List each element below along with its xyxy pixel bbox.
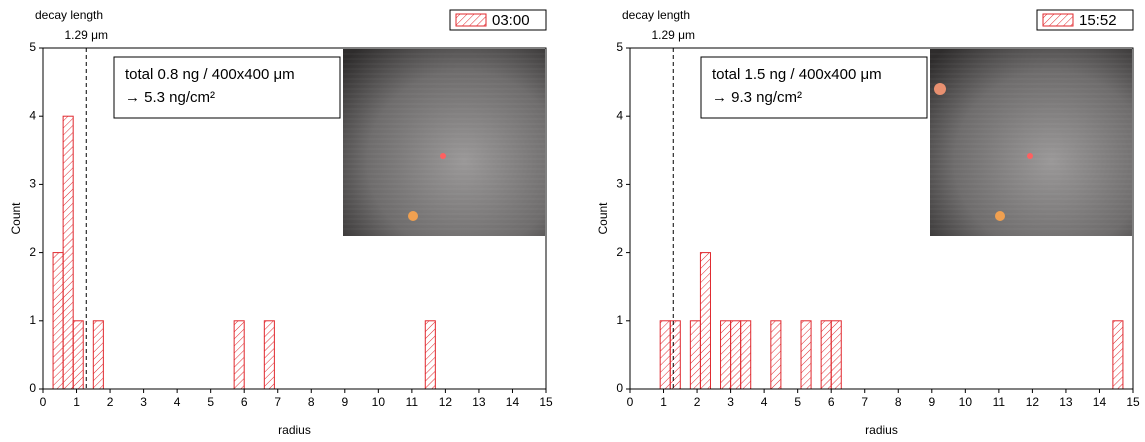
x-tick-label: 4 <box>761 395 768 409</box>
bar <box>820 320 832 390</box>
bar <box>770 320 782 390</box>
bar <box>720 320 732 390</box>
bar <box>92 320 104 390</box>
inset-image <box>343 49 545 236</box>
annotation-text: → 5.3 ng/cm² <box>125 89 215 106</box>
x-tick-label: 2 <box>107 395 114 409</box>
particle <box>440 153 446 159</box>
x-tick-label: 15 <box>1126 395 1140 409</box>
x-tick-label: 1 <box>660 395 667 409</box>
bar <box>669 320 681 390</box>
bar <box>830 320 842 390</box>
bar <box>62 115 74 390</box>
y-tick-label: 0 <box>29 381 36 395</box>
x-tick-label: 5 <box>207 395 214 409</box>
legend-label: 03:00 <box>492 12 530 29</box>
x-tick-label: 15 <box>539 395 553 409</box>
particle <box>995 211 1005 221</box>
y-axis-label: Count <box>9 202 23 235</box>
plot-frame <box>42 47 547 390</box>
x-tick-label: 10 <box>372 395 386 409</box>
bar <box>263 320 275 390</box>
y-tick-label: 4 <box>616 108 623 122</box>
bar <box>72 320 84 390</box>
x-tick-label: 0 <box>40 395 47 409</box>
x-tick-label: 2 <box>694 395 701 409</box>
decay-title: decay length <box>35 8 103 22</box>
bar <box>740 320 752 390</box>
bar <box>233 320 245 390</box>
x-tick-label: 3 <box>727 395 734 409</box>
x-tick-label: 3 <box>140 395 147 409</box>
particle <box>408 211 418 221</box>
x-tick-label: 7 <box>274 395 281 409</box>
annotation-text: → 9.3 ng/cm² <box>712 89 802 106</box>
x-tick-label: 5 <box>794 395 801 409</box>
annotation-text: total 0.8 ng / 400x400 μm <box>125 66 295 83</box>
x-tick-label: 9 <box>928 395 935 409</box>
particle <box>1027 153 1033 159</box>
y-tick-label: 5 <box>29 40 36 54</box>
x-axis-label: radius <box>278 423 311 437</box>
decay-label: 1.29 μm <box>64 28 108 42</box>
legend-swatch <box>1042 13 1074 27</box>
y-tick-label: 3 <box>616 177 623 191</box>
x-tick-label: 8 <box>895 395 902 409</box>
particle <box>934 83 946 95</box>
annotation-text: total 1.5 ng / 400x400 μm <box>712 66 882 83</box>
particle <box>347 83 359 95</box>
inset-image <box>930 49 1132 236</box>
x-tick-label: 9 <box>341 395 348 409</box>
y-tick-label: 2 <box>616 245 623 259</box>
x-tick-label: 12 <box>1026 395 1040 409</box>
x-tick-label: 11 <box>406 395 419 409</box>
x-tick-label: 4 <box>174 395 181 409</box>
x-tick-label: 11 <box>993 395 1006 409</box>
bar <box>699 252 711 390</box>
x-tick-label: 13 <box>472 395 486 409</box>
y-tick-label: 4 <box>29 108 36 122</box>
annotation-box <box>113 56 341 119</box>
x-tick-label: 6 <box>828 395 835 409</box>
legend-label: 15:52 <box>1079 12 1117 29</box>
bar <box>1112 320 1124 390</box>
bar <box>424 320 436 390</box>
y-tick-label: 2 <box>29 245 36 259</box>
x-tick-label: 12 <box>439 395 453 409</box>
y-tick-label: 3 <box>29 177 36 191</box>
y-axis-label: Count <box>596 202 610 235</box>
x-tick-label: 6 <box>241 395 248 409</box>
x-tick-label: 8 <box>308 395 315 409</box>
x-tick-label: 14 <box>1093 395 1107 409</box>
y-tick-label: 5 <box>616 40 623 54</box>
bar <box>800 320 812 390</box>
x-tick-label: 7 <box>861 395 868 409</box>
annotation-box <box>700 56 928 119</box>
bar <box>52 252 64 390</box>
x-tick-label: 10 <box>959 395 973 409</box>
x-tick-label: 1 <box>73 395 80 409</box>
plot-frame <box>629 47 1134 390</box>
y-tick-label: 1 <box>616 313 623 327</box>
x-tick-label: 13 <box>1059 395 1073 409</box>
decay-label: 1.29 μm <box>651 28 695 42</box>
x-tick-label: 14 <box>506 395 520 409</box>
bar <box>659 320 671 390</box>
bar <box>730 320 742 390</box>
y-tick-label: 1 <box>29 313 36 327</box>
bar <box>689 320 701 390</box>
x-tick-label: 0 <box>627 395 634 409</box>
decay-title: decay length <box>622 8 690 22</box>
legend-swatch <box>455 13 487 27</box>
y-tick-label: 0 <box>616 381 623 395</box>
x-axis-label: radius <box>865 423 898 437</box>
